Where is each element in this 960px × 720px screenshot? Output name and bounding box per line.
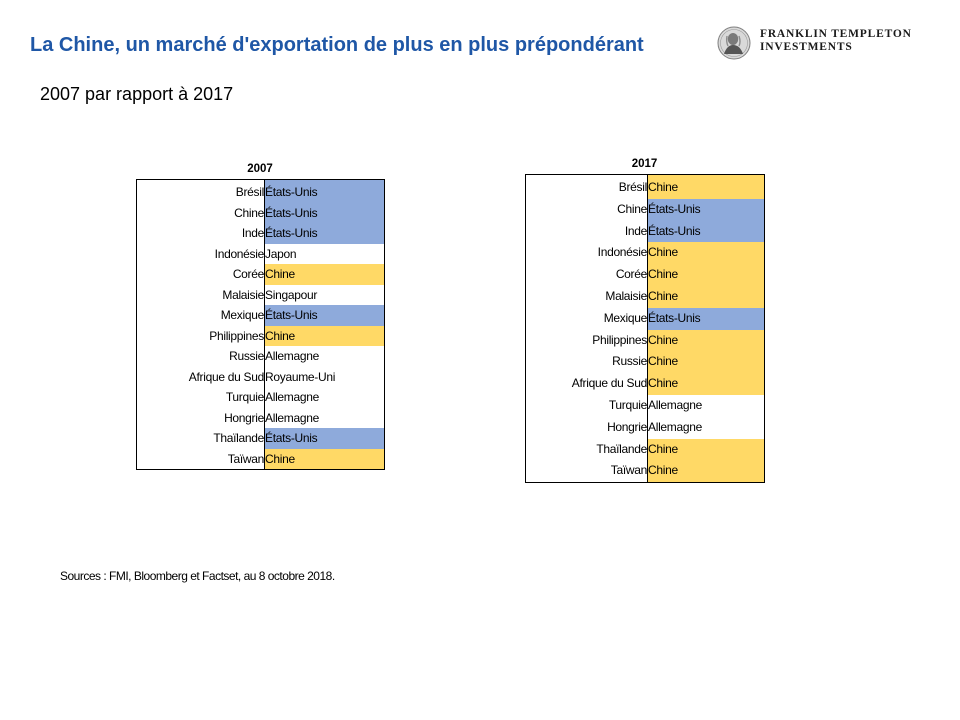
partner-cell: Chine <box>647 329 765 352</box>
partner-cell: États-Unis <box>264 305 385 326</box>
country-cell: Hongrie <box>224 410 264 425</box>
table-row: Philippines Chine <box>526 329 765 352</box>
country-cell: Taïwan <box>610 463 648 478</box>
table-row: Afrique du Sud Royaume-Uni <box>137 366 385 387</box>
partner-cell: États-Unis <box>264 223 385 244</box>
page-title: La Chine, un marché d'exportation de plu… <box>30 34 644 56</box>
country-cell: Malaisie <box>605 288 647 303</box>
table-row: Indonésie Chine <box>526 242 765 265</box>
partner-cell: États-Unis <box>264 428 385 449</box>
table-row: Corée Chine <box>526 264 765 286</box>
country-cell: Chine <box>234 205 264 220</box>
partner-cell: États-Unis <box>264 202 385 223</box>
table-row: Turquie Allemagne <box>526 394 765 417</box>
country-cell: Philippines <box>592 332 647 347</box>
table-2007: Brésil États-Unis Chine États-Unis Inde États… <box>136 179 385 470</box>
table-row: Brésil Chine <box>526 174 765 199</box>
partner-cell: Royaume-Uni <box>264 366 385 387</box>
partner-cell: Chine <box>647 174 765 199</box>
partner-cell: Chine <box>647 351 765 374</box>
country-cell: Philippines <box>209 328 264 343</box>
table-row: Indonésie Japon <box>137 243 385 264</box>
partner-cell: Chine <box>264 448 385 470</box>
logo-wordmark: FRANKLIN TEMPLETON INVESTMENTS <box>760 28 912 54</box>
table-row: Malaisie Chine <box>526 285 765 308</box>
partner-cell: Chine <box>647 373 765 395</box>
table-row: Russie Chine <box>526 351 765 374</box>
partner-cell: Allemagne <box>264 346 385 367</box>
country-cell: Turquie <box>225 390 264 404</box>
table-row: Mexique États-Unis <box>137 305 385 326</box>
franklin-templeton-logo: FRANKLIN TEMPLETON INVESTMENTS <box>717 26 937 60</box>
partner-cell: Allemagne <box>647 394 765 417</box>
table-row: Chine États-Unis <box>526 198 765 221</box>
country-cell: Thaïlande <box>213 431 264 445</box>
table-row: Philippines Chine <box>137 325 385 346</box>
country-cell: Indonésie <box>597 245 648 260</box>
country-cell: Brésil <box>618 180 648 194</box>
country-cell: Taïwan <box>227 451 265 466</box>
partner-cell: États-Unis <box>647 220 765 243</box>
country-cell: Mexique <box>220 308 265 322</box>
country-cell: Brésil <box>235 185 265 199</box>
country-cell: Hongrie <box>607 419 647 434</box>
table-row: Russie Allemagne <box>137 346 385 367</box>
table-row: Thaïlande États-Unis <box>137 428 385 449</box>
table-2017-year: 2017 <box>631 158 658 170</box>
country-cell: Inde <box>624 223 647 238</box>
country-cell: Mexique <box>603 310 648 325</box>
country-cell: Afrique du Sud <box>571 376 648 391</box>
partner-cell: Allemagne <box>264 387 385 408</box>
table-row: Taïwan Chine <box>137 448 385 470</box>
partner-cell: Allemagne <box>647 416 765 439</box>
logo-line-2: INVESTMENTS <box>760 41 853 53</box>
table-row: Hongrie Allemagne <box>137 407 385 428</box>
country-cell: Malaisie <box>222 287 264 302</box>
table-row: Malaisie Singapour <box>137 284 385 305</box>
page-subtitle: 2007 par rapport à 2017 <box>40 84 234 104</box>
partner-cell: États-Unis <box>264 179 385 203</box>
table-row: Afrique du Sud Chine <box>526 373 765 395</box>
table-row: Inde États-Unis <box>526 220 765 243</box>
partner-cell: Chine <box>647 264 765 286</box>
partner-cell: Japon <box>264 243 385 264</box>
country-cell: Inde <box>241 226 264 240</box>
table-row: Taïwan Chine <box>526 460 765 483</box>
country-cell: Corée <box>615 267 647 282</box>
sources-note: Sources : FMI, Bloomberg et Factset, au … <box>60 569 335 583</box>
partner-cell: Chine <box>647 242 765 265</box>
partner-cell: Chine <box>264 264 385 285</box>
country-cell: Turquie <box>608 397 647 412</box>
country-cell: Russie <box>612 354 647 369</box>
table-row: Thaïlande Chine <box>526 438 765 461</box>
table-row: Corée Chine <box>137 264 385 285</box>
partner-cell: États-Unis <box>647 307 765 330</box>
country-cell: Russie <box>229 349 264 363</box>
table-2007-year: 2007 <box>247 163 273 175</box>
table-row: Mexique États-Unis <box>526 307 765 330</box>
country-cell: Thaïlande <box>596 441 647 456</box>
table-row: Turquie Allemagne <box>137 387 385 408</box>
table-row: Inde États-Unis <box>137 223 385 244</box>
partner-cell: Allemagne <box>264 407 385 428</box>
country-cell: Afrique du Sud <box>188 369 265 384</box>
table-row: Chine États-Unis <box>137 202 385 223</box>
partner-cell: Chine <box>647 460 765 483</box>
country-cell: Corée <box>232 267 264 281</box>
table-row: Hongrie Allemagne <box>526 416 765 439</box>
partner-cell: Chine <box>647 438 765 461</box>
country-cell: Indonésie <box>214 246 265 261</box>
partner-cell: États-Unis <box>647 198 765 221</box>
country-cell: Chine <box>617 201 647 216</box>
partner-cell: Chine <box>264 325 385 346</box>
table-2017: Brésil Chine Chine États-Unis Inde États-Unis… <box>525 174 765 484</box>
partner-cell: Chine <box>647 285 765 308</box>
benjamin-franklin-portrait-icon <box>717 26 751 60</box>
partner-cell: Singapour <box>264 284 385 305</box>
table-row: Brésil États-Unis <box>137 179 385 203</box>
logo-line-1: FRANKLIN TEMPLETON <box>760 28 912 40</box>
